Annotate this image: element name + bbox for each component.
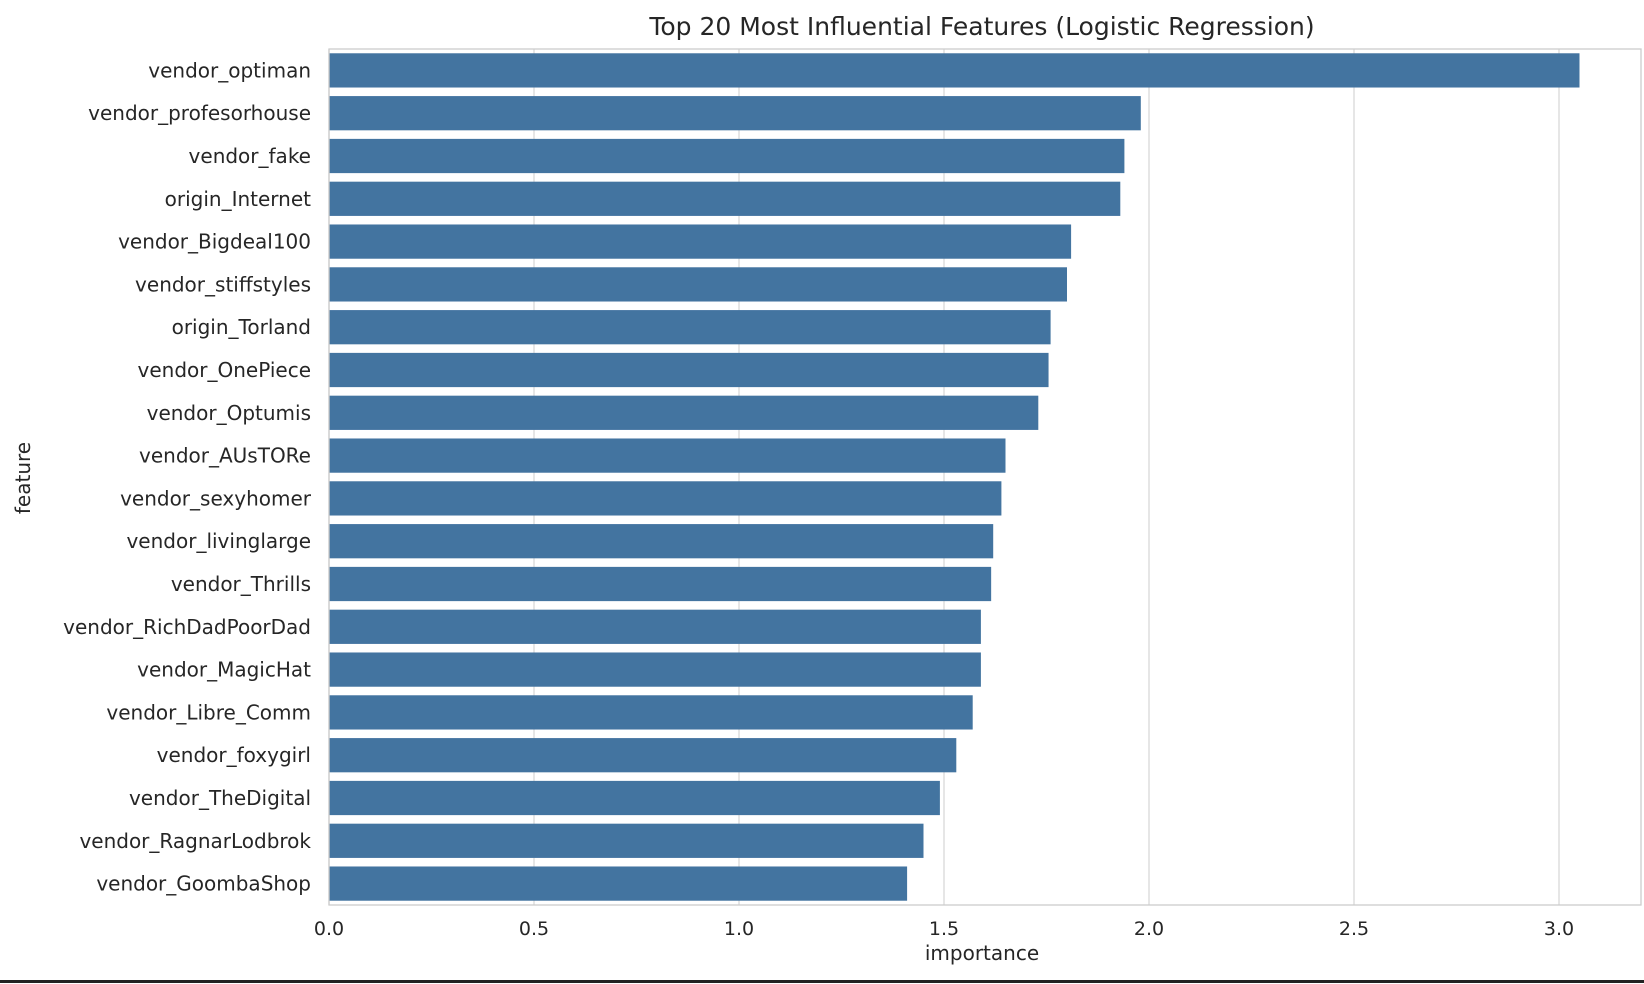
bar-vendor_sexyhomer bbox=[329, 481, 1002, 516]
x-tick-label-3: 1.5 bbox=[929, 918, 959, 940]
bar-vendor_Bigdeal100 bbox=[329, 224, 1072, 259]
y-tick-label-vendor_GoombaShop: vendor_GoombaShop bbox=[96, 872, 311, 896]
bar-vendor_AUsTORe bbox=[329, 438, 1006, 473]
bar-vendor_TheDigital bbox=[329, 780, 940, 816]
x-tick-label-5: 2.5 bbox=[1339, 918, 1369, 940]
bar-vendor_stiffstyles bbox=[329, 267, 1067, 302]
x-tick-label-6: 3.0 bbox=[1544, 918, 1574, 940]
y-tick-label-vendor_optiman: vendor_optiman bbox=[148, 58, 311, 82]
bar-vendor_livinglarge bbox=[329, 524, 994, 559]
y-tick-label-origin_Torland: origin_Torland bbox=[172, 315, 311, 339]
y-tick-label-vendor_Bigdeal100: vendor_Bigdeal100 bbox=[118, 230, 311, 254]
bar-vendor_Optumis bbox=[329, 395, 1039, 430]
y-tick-label-vendor_sexyhomer: vendor_sexyhomer bbox=[120, 486, 312, 510]
y-tick-label-vendor_Libre_Comm: vendor_Libre_Comm bbox=[106, 700, 311, 724]
x-tick-label-4: 2.0 bbox=[1134, 918, 1164, 940]
bar-vendor_Thrills bbox=[329, 566, 992, 602]
x-tick-label-2: 1.0 bbox=[724, 918, 754, 940]
x-axis-label: importance bbox=[925, 941, 1039, 965]
bar-vendor_GoombaShop bbox=[329, 866, 908, 901]
y-tick-label-vendor_RichDadPoorDad: vendor_RichDadPoorDad bbox=[63, 615, 311, 639]
y-axis-label: feature bbox=[11, 442, 35, 514]
y-tick-label-vendor_AUsTORe: vendor_AUsTORe bbox=[139, 444, 311, 468]
y-tick-label-vendor_profesorhouse: vendor_profesorhouse bbox=[88, 101, 311, 125]
bar-vendor_fake bbox=[329, 138, 1125, 174]
y-tick-label-vendor_Optumis: vendor_Optumis bbox=[147, 401, 311, 425]
bars bbox=[329, 53, 1580, 901]
x-tick-label-1: 0.5 bbox=[519, 918, 549, 940]
y-tick-label-vendor_RagnarLodbrok: vendor_RagnarLodbrok bbox=[79, 829, 311, 853]
bar-origin_Internet bbox=[329, 181, 1121, 216]
y-tick-label-vendor_Thrills: vendor_Thrills bbox=[171, 572, 311, 596]
bar-vendor_optiman bbox=[329, 53, 1580, 88]
bar-origin_Torland bbox=[329, 310, 1051, 345]
bar-vendor_MagicHat bbox=[329, 652, 981, 687]
y-tick-label-vendor_OnePiece: vendor_OnePiece bbox=[138, 358, 311, 382]
y-tick-label-vendor_MagicHat: vendor_MagicHat bbox=[137, 658, 311, 682]
y-tick-label-vendor_stiffstyles: vendor_stiffstyles bbox=[135, 272, 311, 296]
bar-vendor_OnePiece bbox=[329, 352, 1049, 388]
y-tick-label-origin_Internet: origin_Internet bbox=[165, 187, 312, 211]
bar-vendor_foxygirl bbox=[329, 738, 957, 773]
x-tick-label-0: 0.0 bbox=[314, 918, 344, 940]
x-tick-labels: 0.0 0.5 1.0 1.5 2.0 2.5 3.0 bbox=[314, 918, 1574, 940]
y-tick-labels: vendor_optiman vendor_profesorhousevendor… bbox=[63, 58, 312, 895]
chart-title: Top 20 Most Influential Features (Logist… bbox=[648, 12, 1314, 41]
plot-border bbox=[328, 48, 1642, 906]
y-tick-label-vendor_TheDigital: vendor_TheDigital bbox=[129, 786, 311, 810]
bar-vendor_RagnarLodbrok bbox=[329, 823, 924, 858]
y-tick-label-vendor_livinglarge: vendor_livinglarge bbox=[126, 529, 311, 553]
grid-lines bbox=[328, 49, 1560, 905]
bar-vendor_RichDadPoorDad bbox=[329, 609, 981, 644]
y-tick-label-vendor_foxygirl: vendor_foxygirl bbox=[157, 743, 311, 767]
bar-vendor_profesorhouse bbox=[329, 96, 1141, 131]
plot-frame bbox=[328, 48, 1642, 906]
y-tick-label-vendor_fake: vendor_fake bbox=[189, 144, 311, 168]
bar-vendor_Libre_Comm bbox=[329, 695, 973, 730]
bottom-border bbox=[0, 980, 1644, 983]
